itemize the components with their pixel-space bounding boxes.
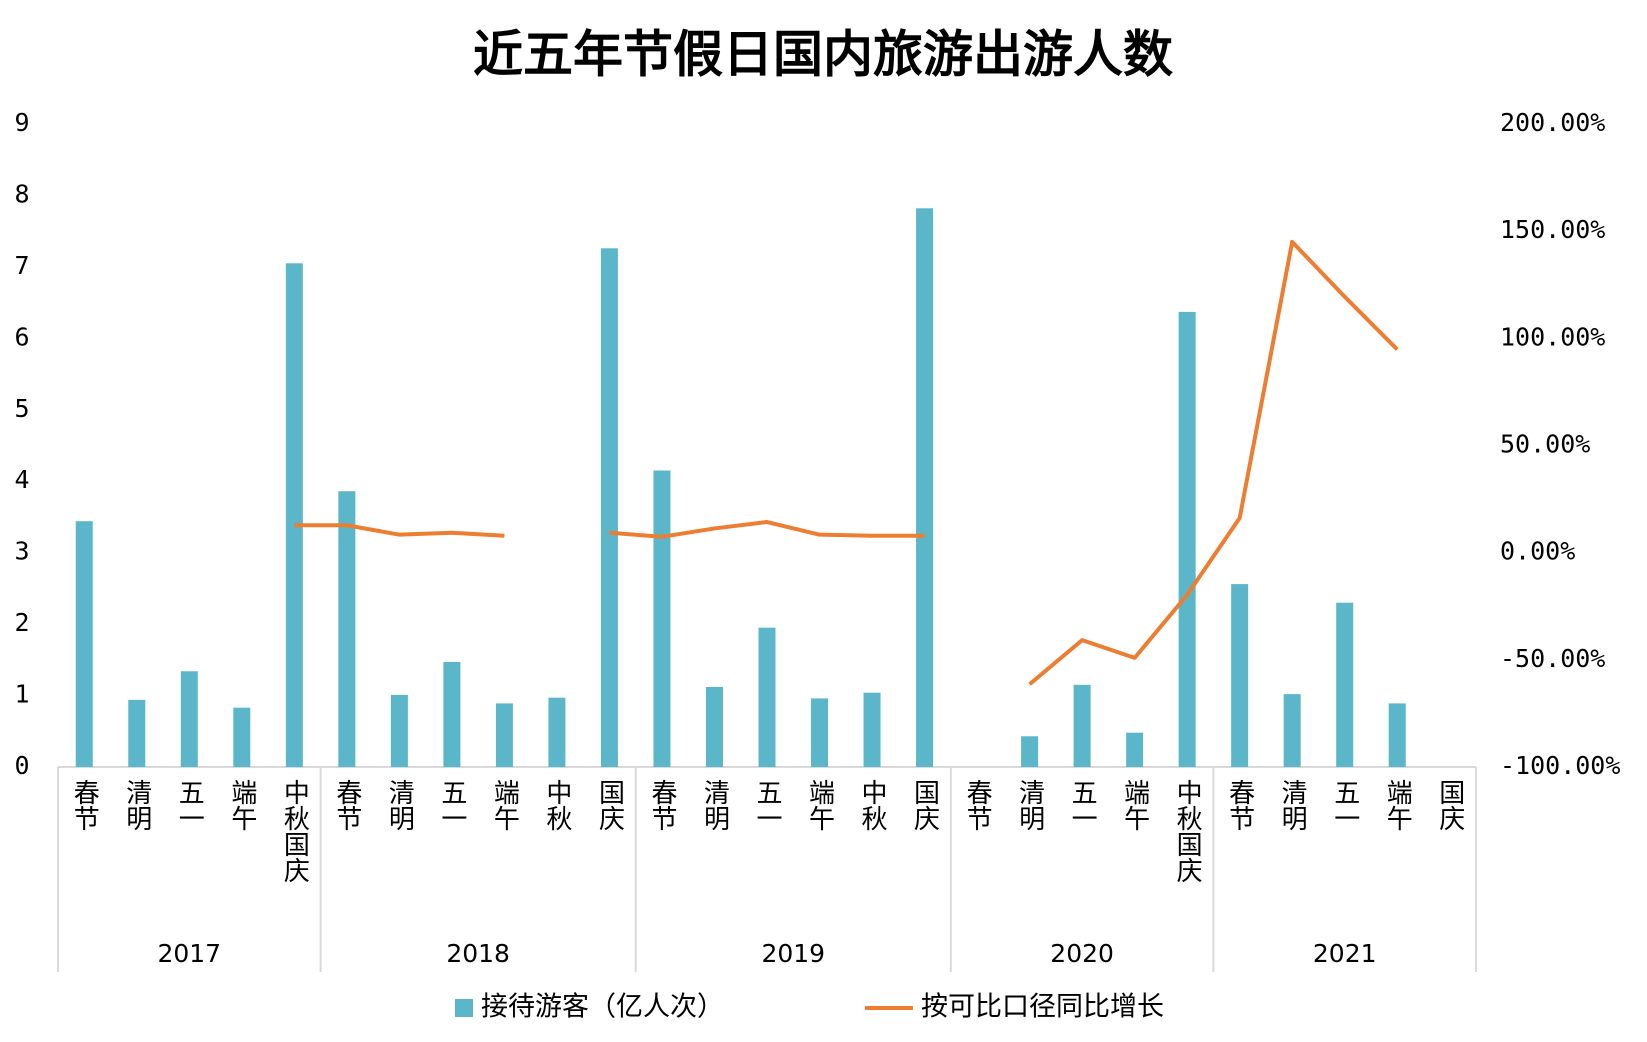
bar [390,694,408,767]
bar [495,703,513,767]
chart-title: 近五年节假日国内旅游出游人数 [473,26,1173,84]
bar [758,627,776,767]
x-tick-label: 春节 [332,779,362,831]
bar [653,470,671,767]
x-tick-label: 春节 [647,779,677,831]
bar [1388,703,1406,767]
y2-tick-label: -100.00% [1500,751,1620,780]
x-tick-label: 五一 [752,779,782,831]
x-tick-label: 中秋 [857,779,887,831]
x-tick-label: 五一 [1330,779,1360,831]
bar [1073,684,1091,767]
bar [338,491,356,767]
group-label: 2020 [1050,939,1114,968]
bar [233,707,251,767]
y-tick-label: 2 [14,608,29,637]
y2-tick-label: 150.00% [1500,215,1605,244]
bar [285,263,303,767]
legend-label: 按可比口径同比增长 [921,992,1164,1023]
bar [443,661,461,767]
y-tick-label: 0 [14,751,29,780]
bar [1178,311,1196,767]
bar [180,671,198,767]
group-label: 2018 [446,939,510,968]
y2-tick-label: 200.00% [1500,108,1605,137]
group-label: 2017 [157,939,221,968]
y2-tick-label: 0.00% [1500,537,1575,566]
x-tick-label: 中秋国庆 [1172,779,1202,883]
y-tick-label: 1 [14,680,29,709]
bar [1283,694,1301,767]
x-tick-label: 清明 [1015,779,1045,831]
x-tick-label: 端午 [1120,779,1150,831]
bar [75,521,93,767]
x-tick-label: 端午 [489,779,519,831]
y2-tick-label: 100.00% [1500,322,1605,351]
group-label: 2019 [761,939,825,968]
y-tick-label: 5 [14,394,29,423]
x-tick-label: 国庆 [594,779,624,831]
bar [600,248,618,767]
x-tick-label: 中秋国庆 [279,779,309,883]
bar [1336,602,1354,767]
x-tick-label: 中秋 [542,779,572,831]
line [294,239,1399,686]
y-tick-label: 6 [14,322,29,351]
x-tick-label: 端午 [1382,779,1412,831]
y-tick-label: 3 [14,537,29,566]
bar [548,697,566,767]
bar [1231,584,1249,767]
y2-tick-label: 50.00% [1500,430,1590,459]
y-tick-label: 4 [14,465,29,494]
x-tick-label: 春节 [1225,779,1255,831]
y-tick-label: 9 [14,108,29,137]
x-tick-label: 清明 [699,779,729,831]
bar [863,692,881,767]
bar [916,208,934,767]
bar [705,686,723,767]
y-tick-label: 7 [14,251,29,280]
x-tick-label: 春节 [962,779,992,831]
x-tick-label: 国庆 [910,779,940,831]
y-tick-label: 8 [14,179,29,208]
legend-label: 接待游客（亿人次） [481,992,724,1023]
bar [811,698,829,767]
x-tick-label: 五一 [1067,779,1097,831]
bar [128,699,146,767]
x-tick-label: 清明 [122,779,152,831]
x-tick-label: 端午 [805,779,835,831]
y2-tick-label: -50.00% [1500,644,1605,673]
bar [1021,736,1039,767]
x-tick-label: 清明 [1277,779,1307,831]
legend-swatch [455,999,473,1017]
x-tick-label: 五一 [437,779,467,831]
group-label: 2021 [1313,939,1377,968]
x-tick-label: 端午 [227,779,257,831]
x-tick-label: 清明 [384,779,414,831]
x-tick-label: 五一 [174,779,204,831]
x-tick-label: 春节 [69,779,99,831]
x-tick-label: 国庆 [1435,779,1465,831]
bar [1126,732,1144,767]
